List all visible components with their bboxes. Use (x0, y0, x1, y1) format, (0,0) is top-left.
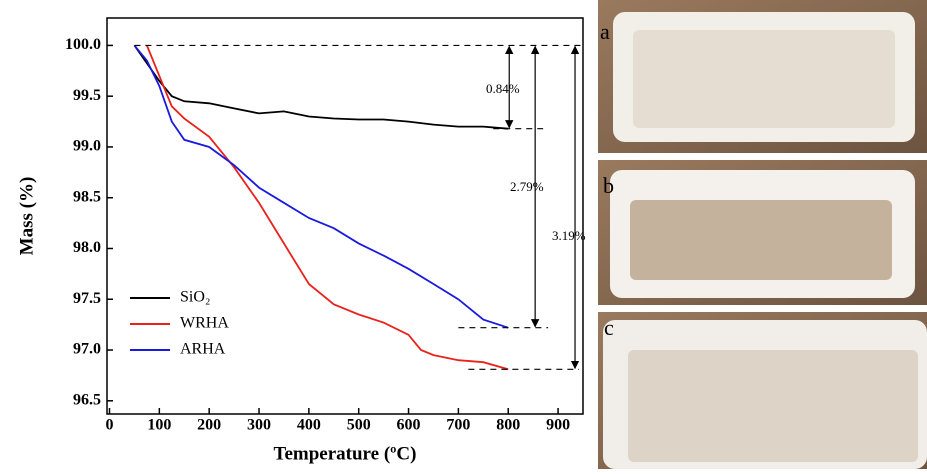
photo-label: c (604, 315, 614, 340)
x-tick-label: 600 (397, 417, 421, 434)
annotation: 3.19% (552, 228, 586, 243)
y-tick-label: 97.0 (73, 341, 101, 358)
legend-label: ARHA (180, 341, 226, 358)
x-axis-label: Temperature (ºC) (274, 443, 417, 464)
y-tick-label: 100.0 (65, 36, 101, 53)
series-line (146, 45, 509, 371)
x-tick-label: 300 (247, 417, 271, 434)
photo-label: b (603, 173, 614, 198)
x-tick-label: 800 (496, 417, 520, 434)
sample (633, 30, 895, 128)
sample (630, 200, 892, 280)
y-tick-label: 98.5 (73, 188, 101, 205)
y-tick-label: 99.5 (73, 87, 101, 104)
x-tick-label: 500 (347, 417, 371, 434)
x-tick-label: 200 (197, 417, 221, 434)
y-axis-label: Mass (%) (16, 177, 37, 256)
legend-label: SiO₂ (180, 289, 210, 306)
photos: a b c (598, 0, 927, 469)
x-tick-label: 400 (297, 417, 321, 434)
y-tick-label: 98.0 (73, 239, 101, 256)
series-line (133, 44, 509, 329)
y-tick-label: 97.5 (73, 290, 101, 307)
legend-label: WRHA (180, 315, 229, 332)
x-tick-label: 900 (546, 417, 570, 434)
photo-label: a (600, 19, 610, 44)
plot-frame (106, 17, 584, 415)
x-tick-label: 700 (446, 417, 470, 434)
annotation: 2.79% (510, 179, 544, 194)
y-tick-label: 99.0 (73, 138, 101, 155)
series-line (133, 44, 509, 130)
annotation: 0.84% (486, 81, 520, 96)
x-tick-label: 0 (105, 417, 113, 434)
x-tick-label: 100 (147, 417, 171, 434)
y-tick-label: 96.5 (73, 391, 101, 408)
sample (628, 350, 918, 462)
